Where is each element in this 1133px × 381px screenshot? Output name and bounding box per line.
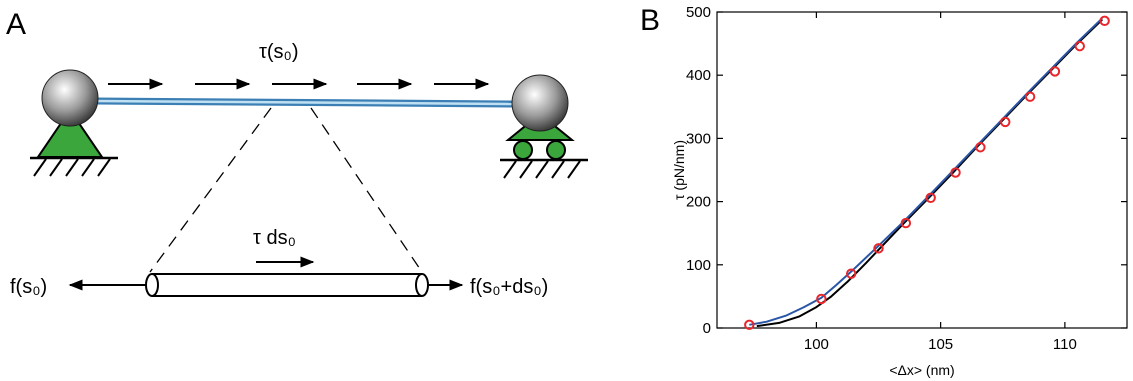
panel-a-label: A bbox=[6, 8, 26, 41]
plot-frame bbox=[716, 11, 1128, 329]
series-lines bbox=[749, 17, 1103, 328]
distributed-force-label: τ ds₀ bbox=[253, 227, 296, 249]
x-tick-label: 105 bbox=[928, 336, 953, 353]
plot-area: 100 105 110 0 100 200 300 400 500 bbox=[686, 4, 1128, 353]
right-force-label: f(s₀+ds₀) bbox=[470, 276, 548, 298]
y-tick-label: 400 bbox=[686, 67, 711, 84]
data-point bbox=[1074, 40, 1085, 52]
x-tick-label: 100 bbox=[804, 336, 829, 353]
y-tick-label: 500 bbox=[686, 4, 711, 21]
left-force-label: f(s₀) bbox=[10, 276, 47, 298]
data-point bbox=[1099, 15, 1110, 27]
y-tick-label: 100 bbox=[686, 257, 711, 274]
panel-b: B 100 105 110 0 100 200 300 400 500 <Δx> (nm) τ … bbox=[640, 4, 1128, 378]
data-point bbox=[873, 243, 884, 254]
data-point bbox=[744, 319, 755, 331]
series-line-black bbox=[756, 18, 1103, 328]
data-point bbox=[950, 167, 961, 178]
y-tick-label: 200 bbox=[686, 194, 711, 211]
x-axis-label: <Δx> (nm) bbox=[889, 362, 954, 378]
inset-cylinder bbox=[145, 273, 429, 297]
y-axis-label: τ (pN/nm) bbox=[671, 140, 687, 200]
series-markers bbox=[744, 15, 1110, 331]
filament-rod bbox=[94, 97, 516, 108]
panel-b-label: B bbox=[640, 4, 660, 37]
data-point bbox=[1000, 116, 1011, 128]
y-tick-label: 300 bbox=[686, 130, 711, 147]
left-pinned-support bbox=[30, 108, 118, 177]
y-tick-label: 0 bbox=[703, 320, 711, 337]
right-bead bbox=[511, 74, 569, 132]
data-point bbox=[845, 268, 857, 279]
axis-ticks: 100 105 110 0 100 200 300 400 500 bbox=[686, 4, 1127, 353]
x-tick-label: 110 bbox=[1053, 336, 1077, 353]
data-point bbox=[900, 217, 912, 229]
data-point bbox=[1049, 66, 1061, 77]
tension-label: τ(s₀) bbox=[259, 41, 299, 63]
zoom-lines bbox=[149, 107, 423, 273]
data-point bbox=[975, 142, 986, 153]
data-point bbox=[816, 293, 827, 305]
data-point bbox=[1024, 91, 1036, 102]
left-bead bbox=[41, 69, 99, 127]
panel-a: A bbox=[6, 8, 588, 298]
data-point bbox=[925, 192, 936, 204]
series-line-blue bbox=[749, 17, 1103, 326]
